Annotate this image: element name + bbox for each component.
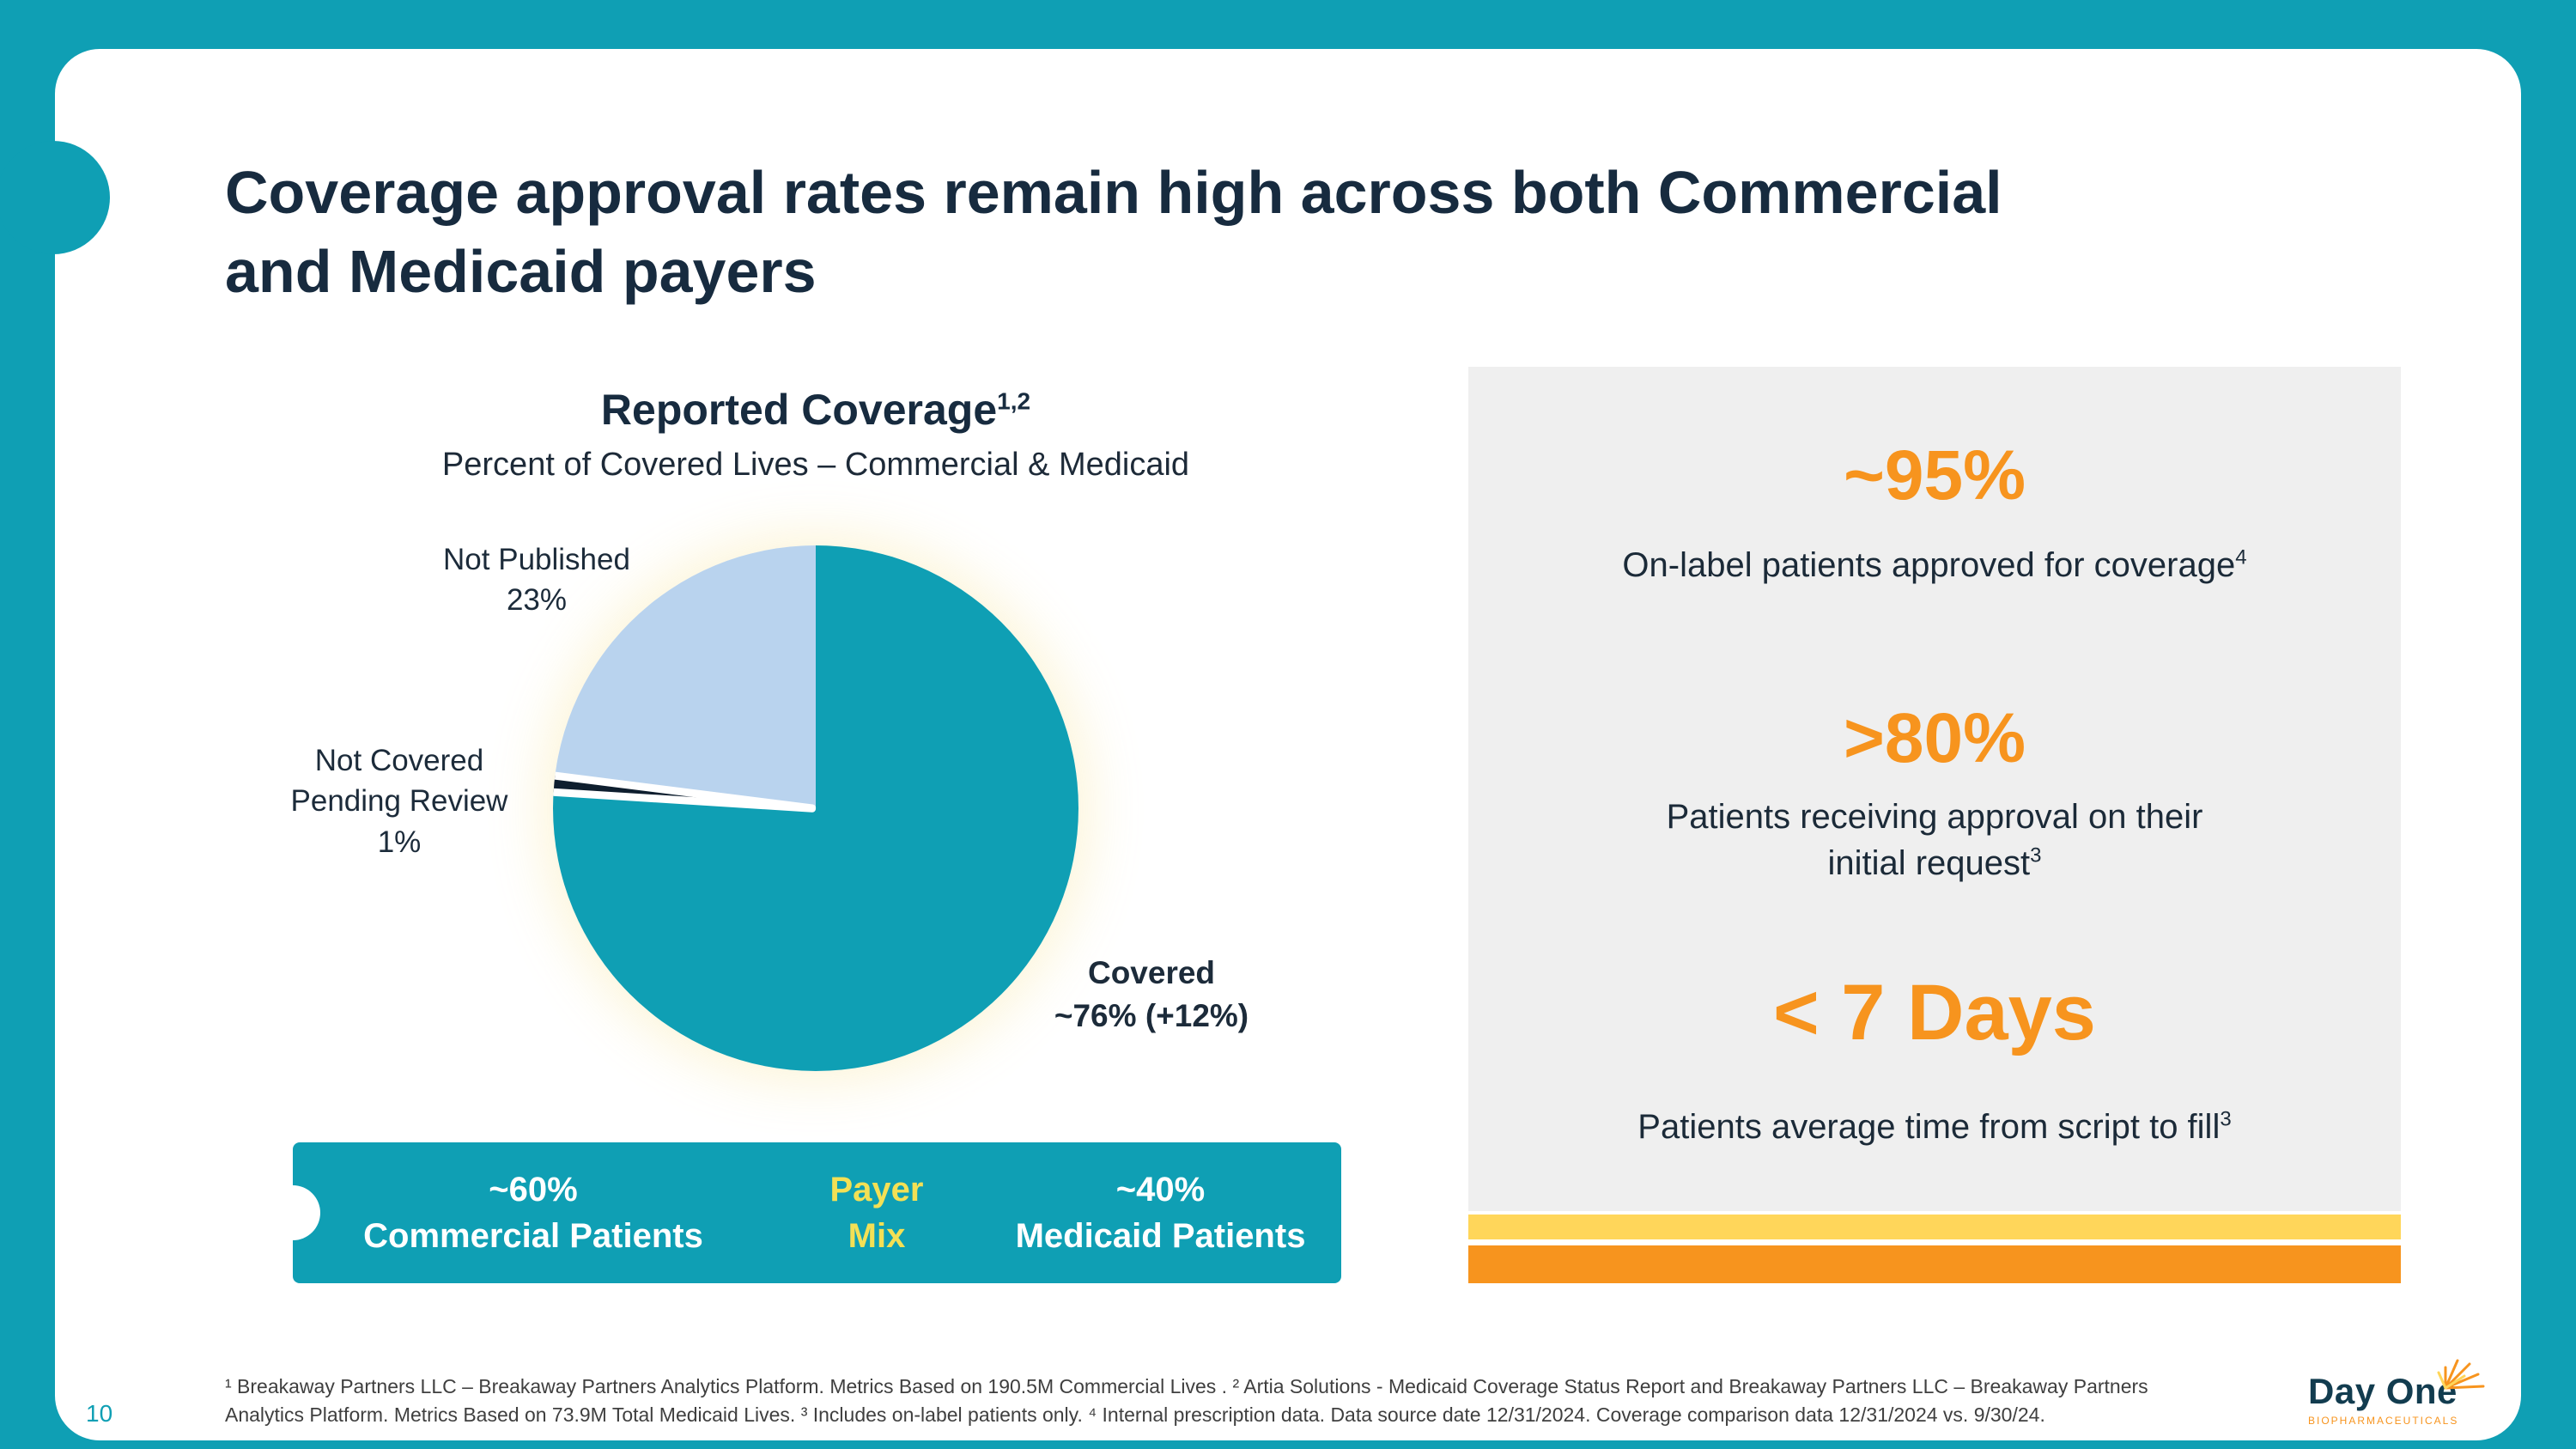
- stat-initial-request-desc: Patients receiving approval on their ini…: [1468, 794, 2401, 886]
- stat-initial-request-value: >80%: [1843, 699, 2026, 777]
- slide-title-line2: and Medicaid payers: [225, 238, 817, 306]
- stat-desc-superscript: 3: [2220, 1107, 2232, 1131]
- pie-label-text: Not Published: [443, 543, 630, 576]
- stat-coverage-approved-value: ~95%: [1843, 436, 2026, 514]
- chart-header: Reported Coverage1,2 Percent of Covered …: [369, 385, 1262, 484]
- stat-desc-superscript: 3: [2030, 843, 2042, 868]
- day-one-logo: Day One BIOPHARMACEUTICALS: [2308, 1359, 2497, 1427]
- title-notch-decoration: [0, 141, 110, 254]
- medicaid-label: Medicaid Patients: [1015, 1217, 1306, 1255]
- stat-coverage-approved-desc: On-label patients approved for coverage4: [1468, 542, 2401, 588]
- payer-mix-word2: Mix: [848, 1217, 906, 1255]
- chart-title-superscript: 1,2: [997, 387, 1031, 415]
- banner-notch-decoration: [265, 1185, 320, 1240]
- stat-script-to-fill-desc: Patients average time from script to fil…: [1468, 1104, 2401, 1150]
- payer-mix-banner: ~60% Commercial Patients Payer Mix ~40% …: [293, 1142, 1341, 1283]
- stat-desc-text: Patients average time from script to fil…: [1637, 1108, 2221, 1146]
- accent-stripe-yellow: [1468, 1215, 2401, 1239]
- slide-title-line1: Coverage approval rates remain high acro…: [225, 159, 2002, 226]
- payer-mix-word1: Payer: [829, 1171, 924, 1209]
- slide-title: Coverage approval rates remain high acro…: [225, 153, 2372, 312]
- accent-stripe-orange: [1468, 1245, 2401, 1283]
- pie-label-not-published: Not Published 23%: [395, 539, 678, 621]
- chart-title-text: Reported Coverage: [600, 386, 998, 434]
- pie-label-value: ~76% (+12%): [1054, 997, 1249, 1033]
- pie-label-value: 1%: [377, 825, 422, 859]
- stats-panel: ~95% On-label patients approved for cove…: [1468, 367, 2401, 1211]
- sun-icon: [2437, 1359, 2485, 1390]
- pie-label-value: 23%: [506, 583, 568, 618]
- pie-label-text: Not Covered: [314, 744, 484, 777]
- footnotes: ¹ Breakaway Partners LLC – Breakaway Par…: [225, 1373, 2243, 1430]
- pie-chart: [553, 545, 1078, 1071]
- pie-label-text: Pending Review: [290, 784, 508, 819]
- pie-label-text: Covered: [1087, 955, 1216, 990]
- footnote-line1: ¹ Breakaway Partners LLC – Breakaway Par…: [225, 1375, 2148, 1397]
- logo-wordmark: Day One: [2308, 1371, 2458, 1411]
- pie-label-not-covered: Not Covered Pending Review 1%: [258, 740, 541, 862]
- commercial-percent: ~60%: [489, 1171, 578, 1209]
- stat-desc-superscript: 4: [2235, 545, 2247, 569]
- stat-desc-text: Patients receiving approval on their: [1666, 798, 2203, 836]
- stat-desc-text: initial request: [1827, 844, 2031, 882]
- stat-desc-text: On-label patients approved for coverage: [1622, 546, 2236, 584]
- stat-script-to-fill-value: < 7 Days: [1773, 969, 2096, 1056]
- medicaid-percent: ~40%: [1115, 1171, 1206, 1209]
- payer-mix-title: Payer Mix: [774, 1142, 980, 1283]
- payer-mix-commercial: ~60% Commercial Patients: [293, 1142, 774, 1283]
- chart-title: Reported Coverage1,2: [369, 385, 1262, 435]
- commercial-label: Commercial Patients: [363, 1217, 703, 1255]
- footnote-line2: Analytics Platform. Metrics Based on 73.…: [225, 1403, 2045, 1427]
- payer-mix-medicaid: ~40% Medicaid Patients: [980, 1142, 1341, 1283]
- logo-subtitle: BIOPHARMACEUTICALS: [2308, 1415, 2459, 1427]
- page-number: 10: [86, 1400, 113, 1427]
- chart-subtitle: Percent of Covered Lives – Commercial & …: [441, 447, 1190, 483]
- pie-label-covered: Covered ~76% (+12%): [1005, 952, 1297, 1038]
